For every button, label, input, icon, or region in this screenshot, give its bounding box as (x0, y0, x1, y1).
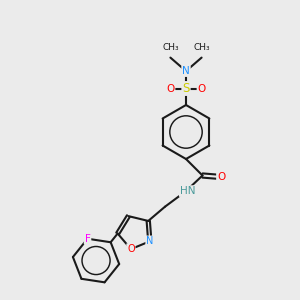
Text: O: O (166, 83, 175, 94)
Text: S: S (182, 82, 190, 95)
Text: CH₃: CH₃ (162, 43, 179, 52)
Text: F: F (85, 234, 91, 244)
Text: O: O (217, 172, 225, 182)
Text: HN: HN (180, 186, 195, 196)
Text: N: N (182, 66, 190, 76)
Text: CH₃: CH₃ (193, 43, 210, 52)
Text: O: O (197, 83, 206, 94)
Text: O: O (127, 244, 135, 254)
Text: N: N (146, 236, 154, 246)
